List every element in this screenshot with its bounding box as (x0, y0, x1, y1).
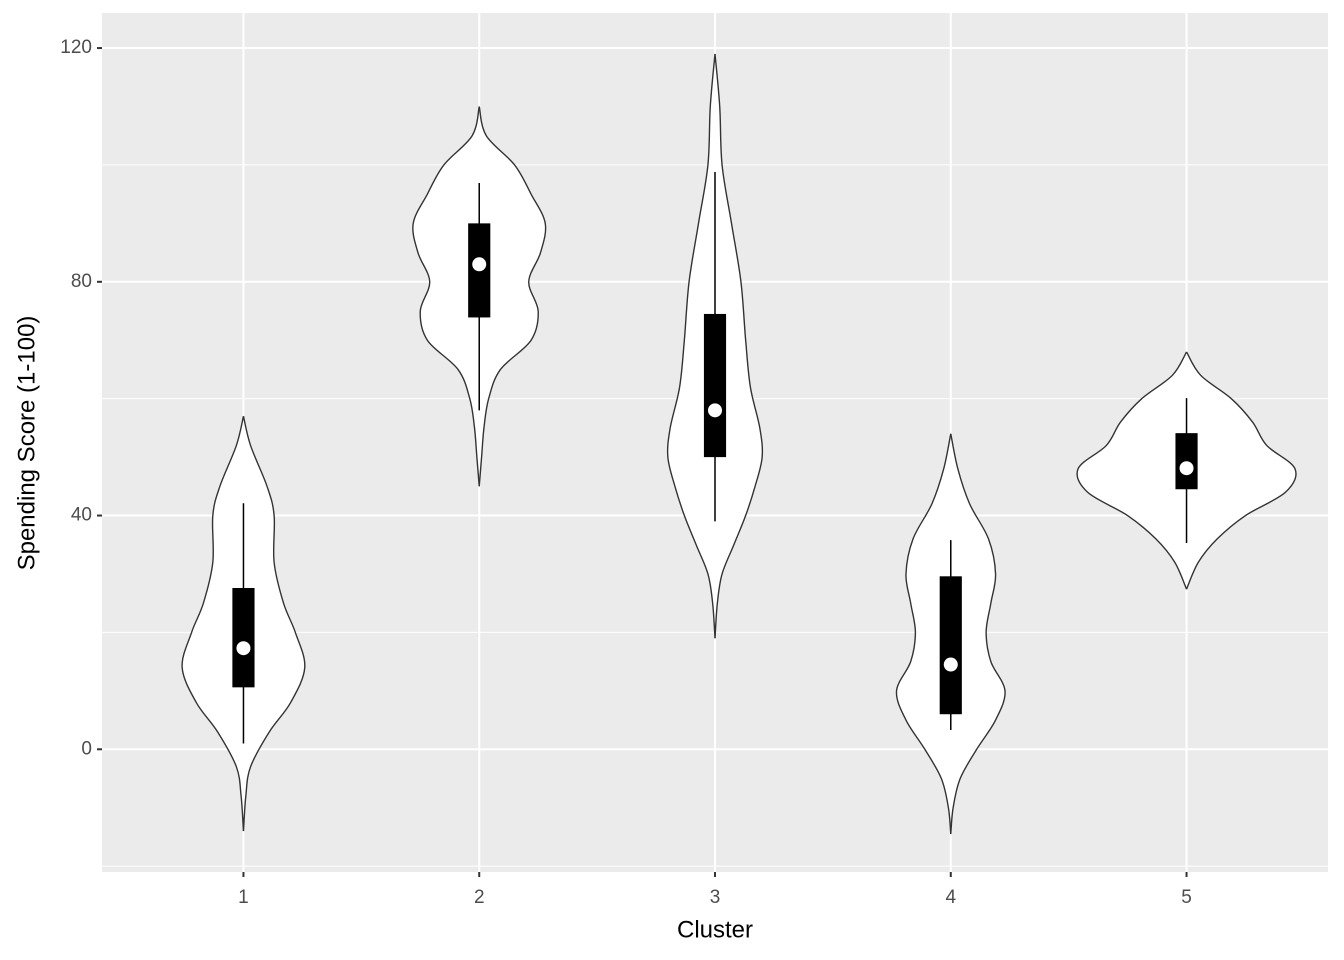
violin-outline (181, 416, 245, 832)
violin-outline (242, 416, 306, 832)
violin-outline (950, 433, 1006, 835)
median-point (1179, 461, 1194, 476)
median-point (943, 657, 958, 672)
median-point (472, 257, 487, 272)
violin-outline (412, 106, 480, 487)
violin-outline (1076, 351, 1188, 590)
x-tick-label: 4 (945, 887, 956, 908)
violin-outline (1185, 351, 1297, 590)
box (703, 313, 727, 458)
x-tick-label: 5 (1181, 887, 1192, 908)
box (939, 576, 962, 715)
box (232, 588, 255, 688)
x-tick-label: 1 (238, 887, 249, 908)
y-tick-label: 40 (71, 505, 92, 526)
median-point (708, 403, 722, 418)
x-tick-label: 2 (474, 887, 485, 908)
violin-outline (895, 433, 952, 835)
y-axis-title: Spending Score (1-100) (13, 316, 40, 571)
violin-outline (666, 53, 716, 639)
violin-outline (478, 106, 547, 487)
x-tick-label: 3 (710, 887, 721, 908)
x-axis-title: Cluster (677, 916, 753, 943)
y-tick-label: 120 (60, 37, 92, 58)
median-point (236, 641, 251, 656)
box (1175, 433, 1198, 490)
y-tick-label: 0 (81, 738, 92, 759)
violin-outline (714, 53, 764, 639)
y-tick-label: 80 (71, 271, 92, 292)
